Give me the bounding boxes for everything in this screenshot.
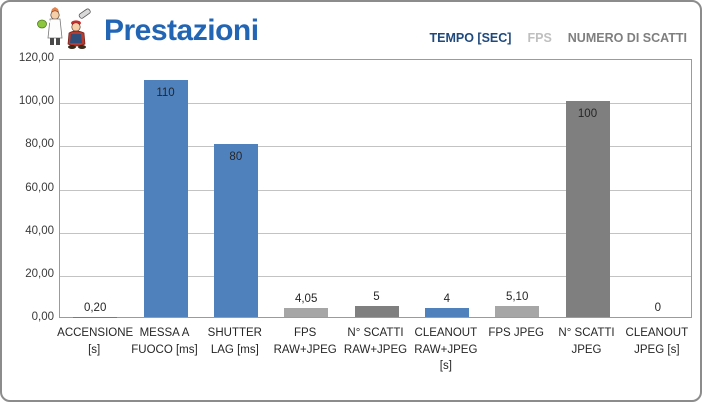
bar-n-scatti-jpeg — [565, 101, 610, 317]
gridline-80 — [60, 146, 691, 148]
x-tick-label: CLEANOUT RAW+JPEG [s] — [414, 327, 478, 373]
data-label: 0,20 — [83, 301, 107, 314]
tall-figure — [37, 7, 63, 45]
x-tick-label: N° SCATTI RAW+JPEG — [343, 327, 408, 356]
data-label: 4 — [443, 293, 451, 306]
page-title: Prestazioni — [104, 14, 259, 47]
x-tick-label: ACCENSIONE [s] — [57, 327, 134, 356]
y-tick-label: 100,00 — [18, 95, 54, 108]
data-label: 0 — [654, 302, 662, 314]
bar-fps-raw-jpeg — [284, 308, 329, 317]
bar-shutter-lag-ms — [213, 144, 258, 317]
y-tick-label: 40,00 — [25, 224, 54, 237]
bar-cleanout-raw-jpeg-s — [424, 308, 469, 317]
bar-fps-jpeg — [495, 306, 540, 317]
gridline-20 — [60, 275, 691, 277]
y-tick-label: 60,00 — [25, 181, 54, 194]
bar-messa-a-fuoco-ms — [143, 79, 188, 317]
data-label: 80 — [229, 151, 243, 164]
legend-item-fps: FPS — [527, 31, 552, 45]
legend-item-numero-scatti: NUMERO DI SCATTI — [567, 31, 687, 45]
gridline-40 — [60, 232, 691, 234]
gridline-60 — [60, 189, 691, 191]
plot-area: 0,20 110 80 4,05 5 4 5,10 100 0 — [59, 59, 692, 318]
gridline-100 — [60, 103, 691, 105]
x-tick-label: N° SCATTI JPEG — [558, 327, 615, 356]
x-tick-label: CLEANOUT JPEG [s] — [625, 327, 689, 356]
bar-n-scatti-raw-jpeg — [354, 306, 399, 317]
series-legend: TEMPO [SEC] FPS NUMERO DI SCATTI — [430, 31, 687, 45]
data-label: 100 — [577, 108, 598, 121]
y-tick-label: 20,00 — [25, 267, 54, 280]
x-tick-label: FPS RAW+JPEG — [273, 327, 337, 356]
y-tick-label: 120,00 — [18, 52, 54, 64]
mascot-cartoon-logo — [37, 7, 91, 49]
legend-item-tempo: TEMPO [SEC] — [429, 31, 512, 45]
data-label: 5 — [373, 291, 380, 304]
data-label: 110 — [156, 86, 175, 99]
x-tick-label: SHUTTER LAG [ms] — [207, 327, 262, 356]
data-label: 5,10 — [505, 290, 529, 303]
short-figure — [67, 8, 91, 49]
data-label: 4,05 — [294, 293, 318, 306]
x-tick-label: FPS JPEG — [488, 327, 544, 339]
y-tick-label: 80,00 — [25, 138, 54, 151]
y-tick-label: 0,00 — [31, 311, 54, 323]
x-tick-label: MESSA A FUOCO [ms] — [131, 327, 198, 356]
